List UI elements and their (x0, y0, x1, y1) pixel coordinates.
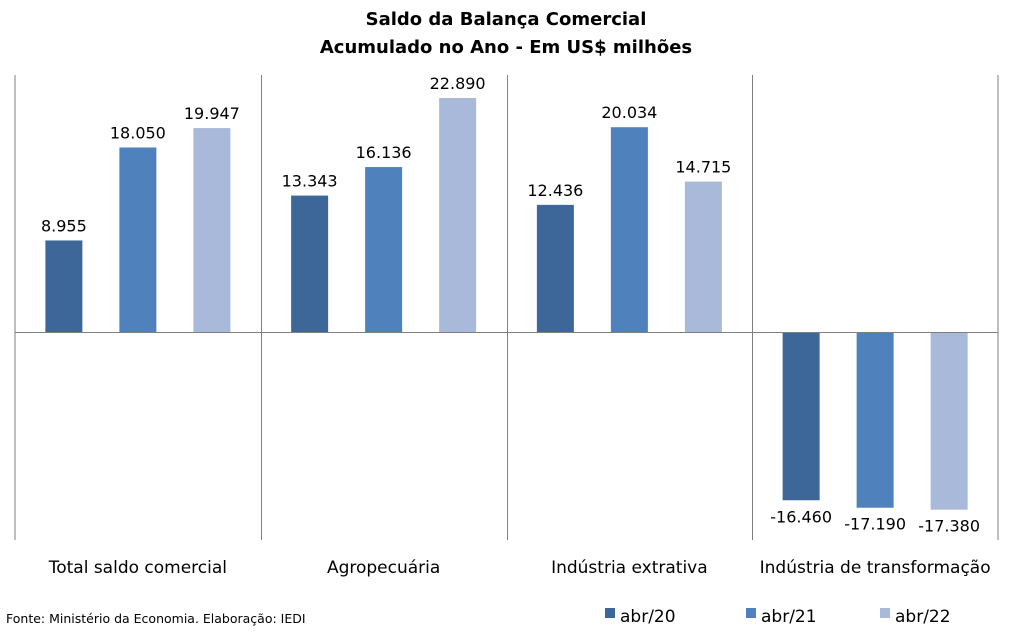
data-label: 12.436 (527, 181, 583, 200)
bar-abr-21 (119, 147, 157, 332)
bar-abr-20 (536, 204, 574, 332)
source-note: Fonte: Ministério da Economia. Elaboraçã… (6, 611, 306, 626)
legend-label: abr/22 (895, 607, 951, 627)
chart-title: Saldo da Balança Comercial (366, 9, 647, 30)
bar-abr-22 (930, 332, 968, 510)
bar-abr-21 (610, 127, 648, 333)
data-label: 16.136 (356, 143, 412, 162)
data-label: 13.343 (282, 172, 338, 191)
bar-abr-21 (856, 332, 894, 508)
category-label: Total saldo comercial (48, 558, 227, 578)
data-label: 19.947 (184, 104, 240, 123)
data-label: 22.890 (430, 74, 486, 93)
category-label: Indústria extrativa (551, 558, 708, 578)
bar-abr-22 (684, 181, 722, 332)
bar-abr-20 (291, 195, 329, 332)
data-label: -17.190 (844, 515, 906, 534)
chart-subtitle: Acumulado no Ano - Em US$ milhões (320, 37, 692, 58)
bar-abr-20 (782, 332, 820, 501)
bar-abr-22 (193, 128, 231, 332)
legend-swatch (605, 608, 615, 618)
bar-abr-21 (365, 167, 403, 332)
legend-label: abr/21 (761, 607, 817, 627)
plot-area: 8.955 18.050 19.947 Total saldo comercial 13… (14, 74, 999, 578)
legend-swatch (880, 608, 890, 618)
data-label: 14.715 (675, 158, 731, 177)
category-label: Agropecuária (327, 558, 440, 578)
category-label: Indústria de transformação (760, 558, 991, 578)
data-label: -16.460 (770, 507, 832, 526)
data-label: 8.955 (41, 216, 87, 235)
data-label: 18.050 (110, 123, 166, 142)
legend: abr/20 abr/21 abr/22 (605, 607, 951, 627)
data-label: 20.034 (601, 103, 657, 122)
bar-abr-20 (45, 240, 83, 332)
data-label: -17.380 (918, 517, 980, 536)
legend-label: abr/20 (620, 607, 676, 627)
bar-abr-22 (439, 98, 477, 332)
legend-swatch (746, 608, 756, 618)
